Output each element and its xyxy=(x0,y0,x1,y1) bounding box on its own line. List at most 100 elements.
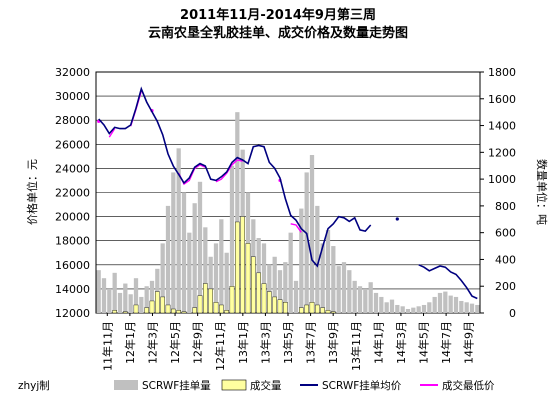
x-tick-label: 14年3月 xyxy=(394,321,408,364)
order-volume-bar xyxy=(133,278,139,313)
min-price-line xyxy=(290,223,302,233)
order-volume-bar xyxy=(144,286,149,313)
order-volume-bar xyxy=(341,262,347,313)
order-volume-bar xyxy=(427,302,432,313)
right-tick-label: 1600 xyxy=(488,93,516,106)
order-volume-bar xyxy=(379,296,384,313)
x-tick-label: 14年7月 xyxy=(439,321,453,364)
legend: zhyj制 SCRWF挂单量 成交量 SCRWF挂单均价 成交最低价 xyxy=(18,379,495,392)
legend-label-avg-price: SCRWF挂单均价 xyxy=(322,379,402,392)
trade-volume-bar xyxy=(133,304,139,314)
legend-label-trade-volume: 成交量 xyxy=(250,379,282,392)
gridlines xyxy=(96,95,480,290)
right-tick-label: 1000 xyxy=(488,173,516,186)
x-tick-label: 12年5月 xyxy=(168,321,182,364)
trade-volume-bar xyxy=(181,311,187,314)
trade-volume-bar xyxy=(299,307,304,314)
avg-price-line xyxy=(418,264,478,300)
order-volume-bar xyxy=(347,270,352,313)
order-volume-bar xyxy=(192,203,197,313)
order-volume-bar xyxy=(309,155,315,313)
order-volume-bar xyxy=(288,232,293,313)
order-volume-bar xyxy=(155,268,160,313)
trade-volume-bars xyxy=(112,216,336,314)
order-volume-bar xyxy=(432,296,437,313)
order-volume-bar xyxy=(171,172,176,313)
trade-volume-bar xyxy=(234,221,240,314)
order-volume-bar xyxy=(416,306,421,313)
trade-volume-bar xyxy=(309,302,315,314)
trade-volume-bar xyxy=(331,311,336,314)
right-axis-title: 数量单位：吨 xyxy=(535,159,549,225)
trade-volume-bar xyxy=(240,216,246,314)
order-volume-bar xyxy=(475,304,480,313)
order-volume-bar xyxy=(363,288,368,313)
trade-volume-bar xyxy=(224,310,230,314)
trade-volume-bar xyxy=(160,296,166,314)
x-tick-label: 13年3月 xyxy=(258,321,272,364)
trade-volume-bar xyxy=(320,307,325,314)
order-volume-bar xyxy=(400,306,405,313)
trade-volume-bar xyxy=(315,304,320,314)
order-volume-bar xyxy=(405,308,411,313)
left-tick-label: 18000 xyxy=(55,235,90,248)
order-volume-bar xyxy=(128,294,133,313)
trade-volume-bar xyxy=(165,304,171,314)
order-volume-bar xyxy=(224,252,229,313)
trade-volume-bar xyxy=(170,308,176,314)
order-volume-bar xyxy=(101,278,107,313)
right-tick-label: 600 xyxy=(495,227,516,240)
order-volume-bar xyxy=(357,286,363,313)
order-volume-bar xyxy=(395,304,400,313)
trade-volume-bar xyxy=(122,311,128,314)
order-volume-bar xyxy=(181,192,187,313)
trade-volume-bar xyxy=(176,310,182,314)
legend-swatch-trade-volume xyxy=(221,379,247,391)
x-tick-label: 13年1月 xyxy=(236,321,250,364)
order-volume-bar xyxy=(267,264,272,313)
trade-volume-bar xyxy=(208,288,214,314)
trade-volume-bar xyxy=(149,300,155,314)
trade-volume-bar xyxy=(261,283,267,314)
left-tick-label: 14000 xyxy=(55,283,90,296)
order-volume-bar xyxy=(453,296,459,313)
order-volume-bar xyxy=(448,295,453,313)
x-tick-label: 14年9月 xyxy=(462,321,476,364)
order-volume-bar xyxy=(112,272,117,313)
order-volume-bar xyxy=(219,219,224,313)
order-volume-bar xyxy=(208,256,213,313)
order-volume-bar xyxy=(469,303,475,313)
order-volume-bar xyxy=(421,304,427,313)
min-price-line xyxy=(215,159,243,183)
legend-label-min-price: 成交最低价 xyxy=(442,379,495,392)
order-volume-bar xyxy=(389,299,395,313)
order-volume-bar xyxy=(149,280,155,313)
x-tick-label: 12年3月 xyxy=(145,321,159,364)
order-volume-bar xyxy=(123,283,128,313)
left-tick-label: 20000 xyxy=(55,211,90,224)
order-volume-bar xyxy=(411,307,416,313)
order-volume-bar xyxy=(315,205,320,313)
price-lines xyxy=(97,86,478,300)
x-tick-label: 13年9月 xyxy=(326,321,340,364)
order-volume-bar xyxy=(373,292,379,313)
right-tick-label: 400 xyxy=(495,253,516,266)
left-tick-label: 26000 xyxy=(55,138,90,151)
order-volume-bar xyxy=(197,181,203,313)
order-volume-bar xyxy=(352,280,357,313)
trade-volume-bar xyxy=(283,302,288,314)
x-tick-label: 14年1月 xyxy=(371,321,385,364)
order-volume-bar xyxy=(443,291,448,313)
order-volume-bar xyxy=(299,208,304,313)
order-volume-bar xyxy=(176,148,181,313)
left-tick-label: 24000 xyxy=(55,162,90,175)
legend-swatch-order-volume xyxy=(114,380,138,390)
trade-volume-bar xyxy=(154,291,160,314)
avg-price-line-point xyxy=(395,217,399,221)
trade-volume-bar xyxy=(197,295,203,314)
x-tick-label: 14年5月 xyxy=(417,321,431,364)
trade-volume-bar xyxy=(213,302,219,314)
right-tick-label: 1400 xyxy=(488,120,516,133)
left-axis-ticks: 12000 14000 16000 18000 20000 22000 24000 26000… xyxy=(55,66,90,320)
left-tick-label: 32000 xyxy=(55,66,90,79)
